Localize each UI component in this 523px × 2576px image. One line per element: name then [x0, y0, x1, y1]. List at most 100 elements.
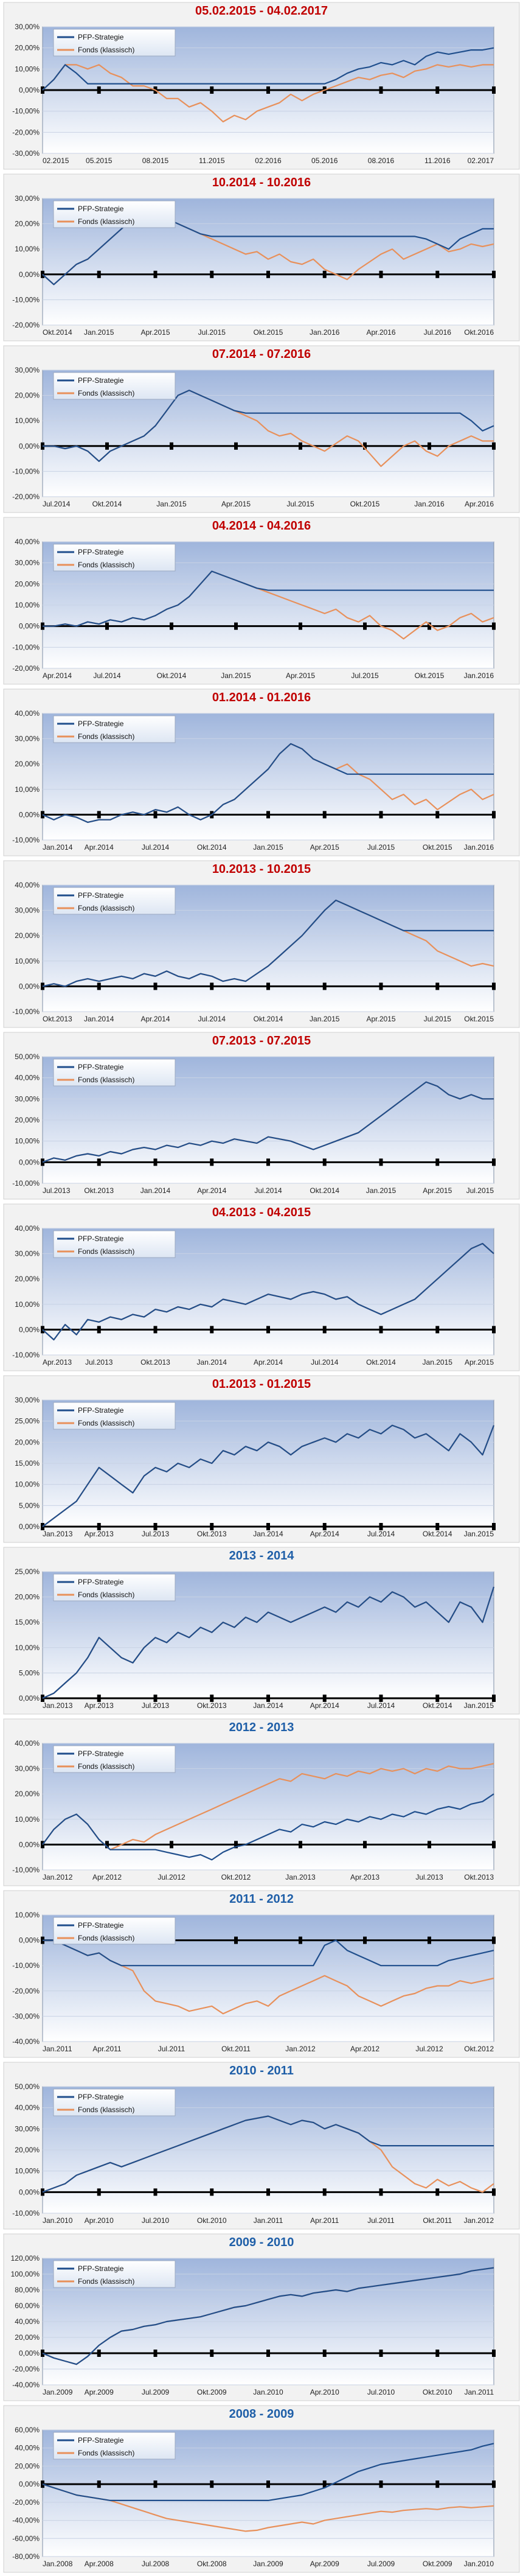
chart-title: 04.2013 - 04.2015	[212, 1206, 311, 1219]
zero-axis-marker	[234, 442, 238, 450]
y-tick-label: -10,00%	[12, 1007, 40, 1016]
zero-axis-marker	[153, 982, 158, 990]
zero-axis-marker	[322, 1695, 327, 1702]
x-tick-label: Jul.2012	[415, 2045, 443, 2053]
y-tick-label: -20,00%	[12, 1987, 40, 1995]
chart-title: 2008 - 2009	[229, 2407, 294, 2421]
y-tick-label: 10,00%	[15, 1480, 40, 1489]
zero-axis-marker	[97, 1326, 101, 1334]
zero-axis-marker	[379, 1695, 383, 1702]
legend-box	[53, 1402, 176, 1430]
series-line-pfp-strategie	[42, 1242, 494, 1341]
legend-box	[53, 715, 176, 743]
y-tick-label: 20,00%	[15, 1116, 40, 1124]
y-tick-label: 0,00%	[19, 442, 40, 450]
zero-axis-marker	[428, 622, 431, 630]
legend-label: PFP-Strategie	[78, 1749, 124, 1758]
zero-axis-marker	[428, 1936, 431, 1944]
x-tick-label: Apr.2015	[221, 500, 251, 508]
x-tick-label: Apr.2015	[310, 843, 339, 852]
x-tick-label: Apr.2014	[140, 1015, 170, 1023]
y-tick-label: -10,00%	[12, 2209, 40, 2217]
x-tick-label: 05.2015	[86, 156, 113, 165]
chart-panel: 2013 - 2014 25,00% 20,00% 15,00% 10,00% 5,00%…	[3, 1547, 520, 1715]
x-tick-label: Apr.2014	[85, 843, 114, 852]
zero-axis-marker	[266, 2188, 270, 2196]
zero-axis-marker	[210, 2350, 214, 2357]
x-tick-label: Okt.2014	[92, 500, 122, 508]
x-tick-label: 11.2016	[424, 156, 451, 165]
zero-axis-marker	[435, 811, 440, 819]
x-tick-label: Apr.2010	[310, 2388, 339, 2396]
y-tick-label: -30,00%	[12, 2012, 40, 2020]
x-tick-label: Jan.2016	[464, 843, 494, 852]
zero-axis-marker	[379, 2188, 383, 2196]
zero-axis-marker	[266, 86, 270, 94]
zero-axis-marker	[322, 2350, 327, 2357]
zero-axis-marker	[234, 1936, 238, 1944]
y-tick-label: 40,00%	[15, 537, 40, 546]
zero-axis-marker	[435, 1695, 440, 1702]
zero-axis-marker	[153, 1326, 158, 1334]
zero-axis-marker	[322, 2480, 327, 2488]
x-tick-label: Apr.2012	[92, 1873, 122, 1881]
x-tick-label: Jul.2011	[367, 2216, 395, 2225]
series-line-pfp-strategie	[42, 2115, 494, 2193]
series-line-pfp-strategie	[42, 208, 494, 285]
legend-label: PFP-Strategie	[78, 1406, 124, 1415]
y-tick-label: 20,00%	[15, 1593, 40, 1601]
y-tick-label: 5,00%	[19, 1668, 40, 1677]
x-tick-label: Okt.2012	[464, 2045, 494, 2053]
zero-axis-marker	[379, 2350, 383, 2357]
x-tick-label: Apr.2009	[85, 2388, 114, 2396]
x-tick-label: Okt.2013	[197, 1701, 227, 1710]
y-tick-label: 10,00%	[15, 416, 40, 425]
x-tick-label: Jul.2015	[466, 1186, 494, 1195]
legend-box	[53, 1059, 176, 1087]
plot-area	[42, 1571, 494, 1699]
legend-label: PFP-Strategie	[78, 548, 124, 556]
zero-axis-marker	[492, 1841, 496, 1849]
zero-axis-marker	[210, 982, 214, 990]
x-tick-label: Apr.2012	[350, 2045, 379, 2053]
legend-box	[53, 372, 176, 400]
x-tick-label: Okt.2014	[157, 671, 187, 680]
x-tick-label: Okt.2014	[423, 1701, 452, 1710]
y-tick-label: 0,00%	[19, 2480, 40, 2488]
x-tick-label: Jan.2013	[43, 1701, 73, 1710]
series-line-pfp-strategie	[42, 1081, 494, 1163]
zero-axis-marker	[435, 1326, 440, 1334]
y-tick-label: 60,00%	[15, 2301, 40, 2310]
chart-title: 10.2013 - 10.2015	[212, 863, 311, 876]
y-tick-label: -40,00%	[12, 2381, 40, 2389]
zero-axis-marker	[41, 1158, 44, 1166]
x-tick-label: Jan.2015	[84, 328, 114, 337]
y-tick-label: 20,00%	[15, 2146, 40, 2154]
zero-axis-marker	[266, 270, 270, 278]
chart-panel: 2010 - 2011 50,00% 40,00% 30,00% 20,00% 10,00…	[3, 2062, 520, 2230]
y-tick-label: 20,00%	[15, 1438, 40, 1446]
zero-axis-marker	[105, 442, 109, 450]
zero-axis-marker	[492, 270, 496, 278]
y-tick-label: 25,00%	[15, 1417, 40, 1426]
chart-panel: 07.2013 - 07.2015 50,00% 40,00% 30,00% 20,00…	[3, 1032, 520, 1200]
y-tick-label: 50,00%	[15, 1052, 40, 1061]
x-tick-label: Okt.2013	[140, 1358, 170, 1367]
x-tick-label: Okt.2009	[423, 2560, 452, 2568]
zero-axis-marker	[266, 2350, 270, 2357]
legend-label: Fonds (klassisch)	[78, 1076, 134, 1084]
y-tick-label: 30,00%	[15, 559, 40, 567]
chart-title: 2013 - 2014	[229, 1549, 295, 1563]
chart-panel: 2008 - 2009 60,00% 40,00% 20,00% 0,00% -20,00…	[3, 2405, 520, 2573]
zero-axis-marker	[97, 1523, 101, 1530]
y-tick-label: 10,00%	[15, 785, 40, 794]
y-tick-label: 0,00%	[19, 1325, 40, 1334]
y-tick-label: -20,00%	[12, 321, 40, 329]
x-tick-label: Jan.2015	[221, 671, 251, 680]
legend-box	[53, 200, 176, 228]
legend-label: Fonds (klassisch)	[78, 1247, 134, 1256]
x-tick-label: Jan.2016	[414, 500, 445, 508]
x-tick-label: Okt.2011	[221, 2045, 251, 2053]
x-tick-label: Apr.2010	[85, 2216, 114, 2225]
y-tick-label: -60,00%	[12, 2534, 40, 2543]
